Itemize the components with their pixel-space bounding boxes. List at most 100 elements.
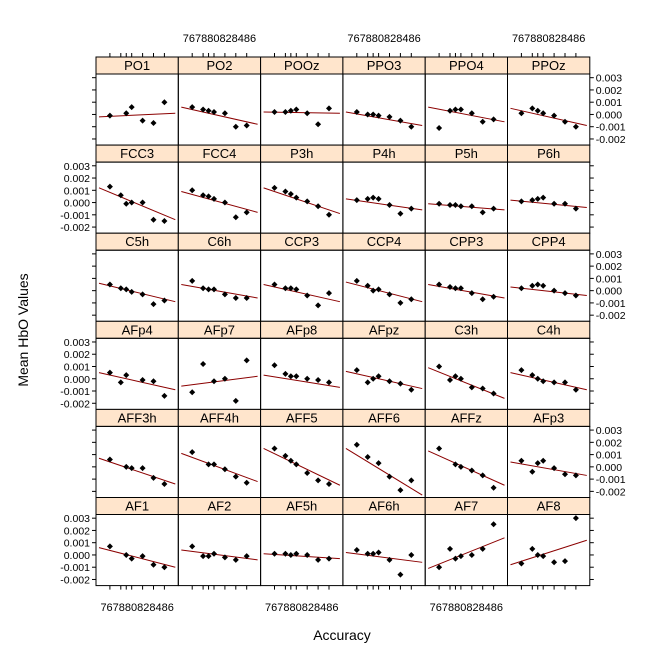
panel-frame xyxy=(260,425,344,498)
data-point xyxy=(534,281,541,288)
data-point xyxy=(189,187,196,194)
data-point xyxy=(534,195,541,202)
data-point xyxy=(370,111,377,118)
y-tick-label: -0.002 xyxy=(60,574,90,586)
panel-label: CCP3 xyxy=(284,234,319,249)
y-tick-label: 0.001 xyxy=(64,538,90,550)
data-point xyxy=(518,198,525,205)
data-point xyxy=(364,195,371,202)
data-point xyxy=(479,118,486,125)
y-tick-label: 0.002 xyxy=(596,261,622,273)
data-point xyxy=(353,109,360,116)
data-point xyxy=(370,375,377,382)
data-point xyxy=(293,550,300,557)
data-point xyxy=(150,378,157,385)
data-point xyxy=(282,285,289,292)
panel-label: CCP4 xyxy=(367,234,402,249)
data-point xyxy=(353,547,360,554)
data-point xyxy=(375,112,382,119)
data-point xyxy=(271,362,278,369)
panel-frame xyxy=(507,337,591,410)
data-point xyxy=(189,543,196,550)
y-tick-label: 0.003 xyxy=(596,425,622,437)
data-point xyxy=(150,301,157,308)
data-point xyxy=(161,564,168,571)
data-point xyxy=(540,553,547,560)
data-point xyxy=(200,361,207,368)
data-point xyxy=(397,210,404,217)
data-point xyxy=(386,556,393,563)
data-point xyxy=(436,200,443,207)
data-point xyxy=(447,283,453,290)
panel-label: FCC4 xyxy=(202,146,236,161)
data-point xyxy=(282,109,289,116)
data-point xyxy=(139,553,146,560)
data-point xyxy=(287,551,294,558)
regression-line xyxy=(181,191,258,213)
data-point xyxy=(221,110,228,117)
y-tick-label: -0.002 xyxy=(60,398,90,410)
regression-line xyxy=(181,452,258,483)
data-point xyxy=(529,372,536,379)
panel-grid: PO1 PO2 POOz PPO3 PPO4 PPOz FCC3 FCC4 P3h P4h P5h P… xyxy=(95,56,591,587)
data-point xyxy=(490,484,497,491)
data-point xyxy=(271,184,278,191)
panel-frame xyxy=(260,337,344,410)
regression-line xyxy=(98,457,176,485)
panel-label: P6h xyxy=(537,146,560,161)
data-point xyxy=(468,110,475,117)
data-point xyxy=(468,203,475,210)
panel-cpp3: CPP3 xyxy=(424,232,509,322)
data-point xyxy=(534,375,541,382)
data-point xyxy=(304,292,311,299)
data-point xyxy=(562,379,568,386)
data-point xyxy=(304,375,311,382)
data-point xyxy=(375,373,382,380)
data-point xyxy=(211,550,217,557)
regression-line xyxy=(345,370,423,390)
data-point xyxy=(534,551,541,558)
y-tick-label: 0.000 xyxy=(596,286,622,298)
data-point xyxy=(457,285,464,292)
data-point xyxy=(490,116,497,123)
data-point xyxy=(551,379,558,386)
panel-label: AFp4 xyxy=(122,322,153,337)
panel-c6h: C6h xyxy=(177,232,262,322)
data-point xyxy=(529,282,536,289)
panel-p4h: P4h xyxy=(342,144,426,234)
data-point xyxy=(529,197,536,204)
data-point xyxy=(447,376,453,383)
data-point xyxy=(211,378,217,385)
data-point xyxy=(128,104,135,111)
panel-label: PO1 xyxy=(124,58,150,73)
data-point xyxy=(243,209,250,216)
y-tick-label: -0.001 xyxy=(60,386,90,398)
data-point xyxy=(386,113,393,120)
data-point xyxy=(315,556,322,563)
data-point xyxy=(189,104,196,111)
data-point xyxy=(386,291,393,298)
panel-af8: AF8 xyxy=(507,497,591,587)
data-point xyxy=(353,277,360,284)
data-point xyxy=(221,554,228,561)
x-tick-label: 767880828486 xyxy=(100,602,173,614)
y-tick-label: 0.002 xyxy=(596,85,622,97)
data-point xyxy=(540,457,547,464)
data-point xyxy=(529,105,536,112)
data-point xyxy=(326,555,332,562)
data-point xyxy=(518,560,525,567)
panel-frame xyxy=(260,514,344,587)
panel-frame xyxy=(177,514,262,587)
data-point xyxy=(452,373,459,380)
panel-frame xyxy=(177,337,262,410)
data-point xyxy=(139,117,146,124)
panel-af1: AF1 xyxy=(95,497,179,587)
panel-afpz: AFpz xyxy=(342,320,426,410)
data-point xyxy=(315,477,322,484)
y-tick-label: 0.003 xyxy=(596,249,622,261)
panel-po2: PO2 xyxy=(177,56,262,146)
data-point xyxy=(572,472,579,479)
data-point xyxy=(304,198,311,205)
panel-fcc4: FCC4 xyxy=(177,144,262,234)
data-point xyxy=(375,195,382,202)
